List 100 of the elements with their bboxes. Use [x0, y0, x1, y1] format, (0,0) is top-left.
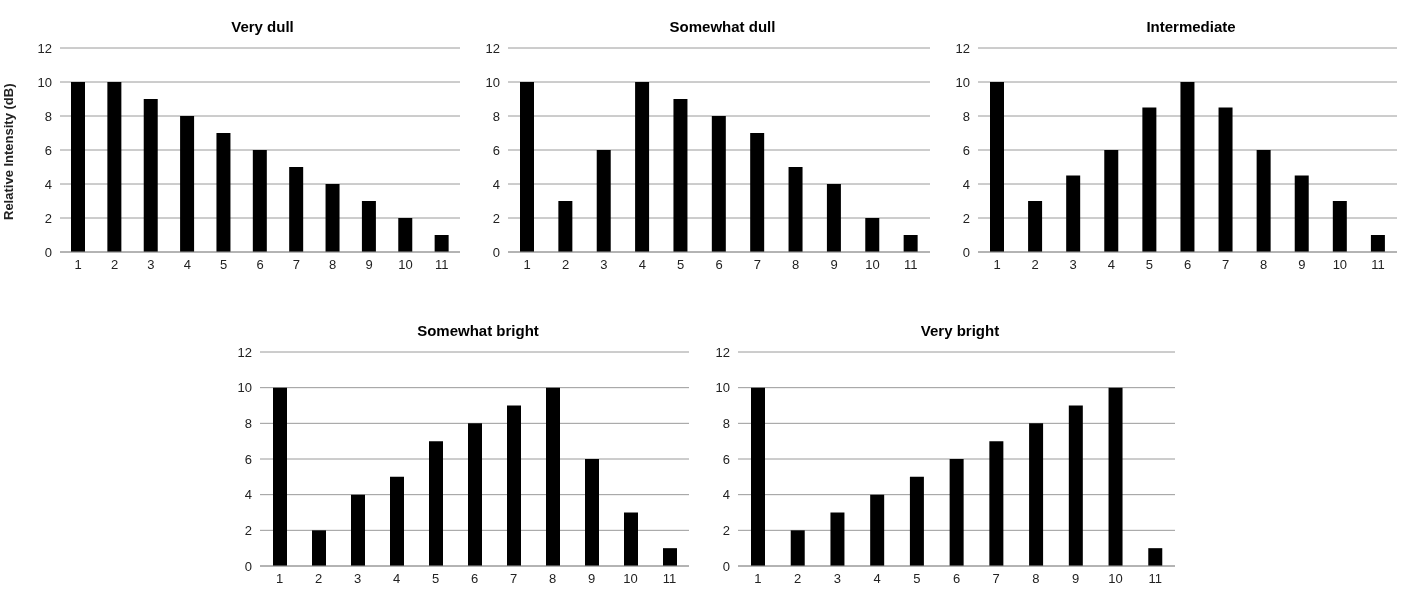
- y-tick-label: 8: [722, 415, 730, 431]
- bar: [252, 150, 267, 252]
- y-tick-label: 0: [244, 558, 252, 574]
- x-tick-label: 2: [110, 257, 119, 273]
- bar: [312, 530, 326, 566]
- bar: [1218, 107, 1233, 252]
- x-tick-label: 1: [275, 571, 284, 587]
- y-tick-label: 4: [962, 176, 970, 192]
- bar: [1332, 201, 1347, 252]
- y-tick-label: 10: [485, 74, 500, 90]
- y-tick-label: 0: [492, 244, 500, 260]
- x-tick-label: 5: [431, 571, 440, 587]
- x-tick-label: 7: [292, 257, 300, 273]
- bar: [909, 476, 924, 566]
- bar: [663, 548, 677, 566]
- x-tick-label: 2: [1031, 257, 1039, 273]
- x-tick-label: 10: [398, 257, 413, 273]
- bar: [1104, 150, 1119, 252]
- bar: [990, 82, 1004, 252]
- bar: [507, 405, 521, 566]
- x-tick-label: 10: [865, 257, 880, 273]
- y-tick-label: 2: [722, 522, 730, 538]
- bar: [351, 494, 365, 566]
- bar: [1256, 150, 1271, 252]
- x-tick-label: 5: [677, 257, 685, 273]
- x-tick-label: 3: [147, 257, 155, 273]
- x-tick-label: 11: [1148, 571, 1162, 587]
- y-tick-label: 12: [37, 40, 52, 56]
- y-tick-label: 6: [244, 451, 252, 467]
- bar: [989, 441, 1004, 566]
- x-tick-label: 4: [638, 257, 646, 273]
- x-tick-label: 11: [1371, 257, 1385, 273]
- x-tick-label: 1: [74, 257, 82, 273]
- bar: [520, 82, 534, 252]
- x-tick-label: 6: [1183, 257, 1192, 273]
- y-tick-label: 12: [485, 40, 500, 56]
- x-tick-label: 7: [753, 257, 761, 273]
- y-tick-label: 0: [722, 558, 730, 574]
- x-tick-label: 9: [587, 571, 596, 587]
- x-tick-label: 4: [1107, 257, 1115, 273]
- y-tick-label: 12: [955, 40, 970, 56]
- y-tick-label: 8: [44, 108, 52, 124]
- chart-title: Somewhat dull: [668, 18, 777, 37]
- x-tick-label: 9: [1072, 571, 1080, 587]
- x-tick-label: 10: [623, 571, 638, 587]
- bar: [429, 441, 443, 566]
- x-tick-label: 3: [353, 571, 362, 587]
- bar: [903, 235, 918, 252]
- y-tick-label: 4: [244, 487, 252, 503]
- bar: [71, 82, 85, 252]
- bar: [289, 167, 304, 252]
- bar: [1180, 82, 1195, 252]
- chart-title: Somewhat bright: [416, 322, 540, 341]
- bar: [673, 99, 688, 252]
- bar: [1142, 107, 1157, 252]
- bar: [1108, 387, 1123, 566]
- x-tick-label: 8: [1260, 257, 1268, 273]
- x-tick-label: 8: [329, 257, 337, 273]
- chart-title: Intermediate: [1145, 18, 1237, 37]
- x-tick-label: 5: [913, 571, 921, 587]
- x-tick-label: 8: [792, 257, 800, 273]
- y-tick-label: 12: [237, 344, 252, 360]
- y-tick-label: 0: [962, 244, 970, 260]
- x-tick-label: 6: [470, 571, 479, 587]
- y-tick-label: 10: [237, 380, 252, 396]
- bar: [585, 459, 599, 566]
- y-tick-label: 6: [722, 451, 730, 467]
- x-tick-label: 11: [662, 571, 677, 587]
- x-tick-label: 3: [833, 571, 841, 587]
- bar: [790, 530, 805, 566]
- x-tick-label: 1: [754, 571, 762, 587]
- bar: [1028, 201, 1043, 252]
- x-tick-label: 10: [1332, 257, 1348, 273]
- bar: [635, 82, 650, 252]
- y-tick-label: 10: [955, 74, 970, 90]
- bar: [711, 116, 726, 252]
- y-tick-label: 4: [492, 176, 500, 192]
- x-tick-label: 4: [183, 257, 191, 273]
- y-tick-label: 6: [492, 142, 500, 158]
- y-tick-label: 0: [44, 244, 52, 260]
- bar: [325, 184, 340, 252]
- x-tick-label: 1: [523, 257, 531, 273]
- x-tick-label: 2: [561, 257, 570, 273]
- y-tick-label: 2: [44, 210, 52, 226]
- x-tick-label: 1: [993, 257, 1001, 273]
- x-tick-label: 9: [365, 257, 373, 273]
- bar: [1029, 423, 1044, 566]
- y-tick-label: 2: [492, 210, 500, 226]
- bar: [1148, 548, 1163, 566]
- bar: [180, 116, 195, 252]
- bar: [216, 133, 231, 252]
- bar: [1066, 175, 1081, 252]
- y-tick-label: 10: [37, 74, 52, 90]
- bar: [558, 201, 573, 252]
- bar: [826, 184, 841, 252]
- y-tick-label: 2: [244, 522, 252, 538]
- chart-title: Very dull: [230, 18, 295, 37]
- x-tick-label: 10: [1108, 571, 1123, 587]
- bar: [1294, 175, 1309, 252]
- x-tick-label: 4: [873, 571, 881, 587]
